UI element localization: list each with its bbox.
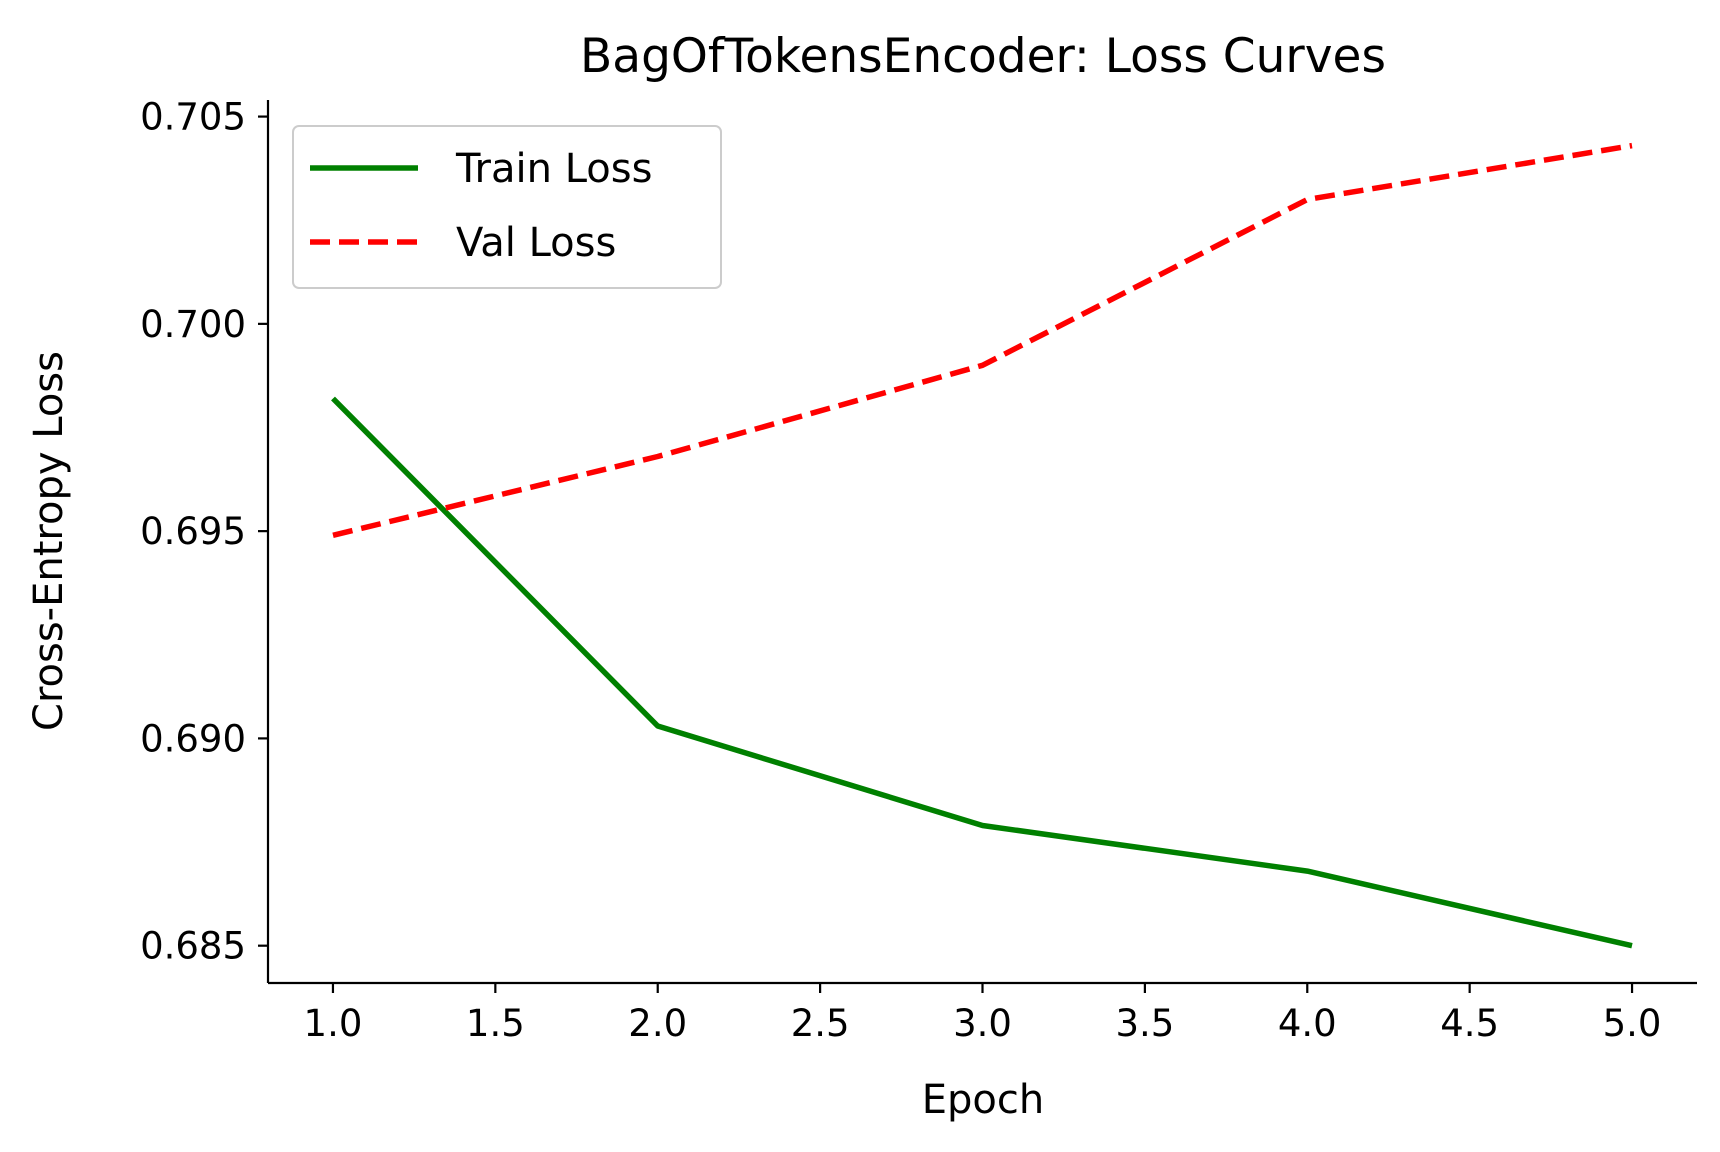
x-axis-label: Epoch	[922, 1077, 1044, 1123]
x-axis: 1.0 1.5 2.0 2.5 3.0 3.5 4.0 4.5 5.0	[304, 983, 1662, 1045]
series-line-train-loss	[331, 396, 1633, 949]
x-tick-label: 1.5	[466, 1002, 525, 1045]
x-tick-label: 2.0	[628, 1002, 687, 1045]
y-tick-label: 0.700	[140, 303, 246, 346]
y-tick-label: 0.705	[140, 96, 246, 139]
x-tick-label: 4.0	[1278, 1002, 1337, 1045]
legend-label-train-loss: Train Loss	[455, 146, 652, 192]
legend: Train Loss Val Loss	[292, 125, 722, 289]
legend-label-val-loss: Val Loss	[456, 220, 616, 266]
x-tick-label: 1.0	[304, 1002, 363, 1045]
x-tick-label: 5.0	[1603, 1002, 1662, 1045]
x-tick-label: 3.5	[1115, 1002, 1174, 1045]
x-tick-label: 2.5	[791, 1002, 850, 1045]
y-tick-label: 0.685	[140, 925, 246, 968]
y-axis: 0.685 0.690 0.695 0.700 0.705	[140, 96, 268, 968]
x-tick-label: 3.0	[953, 1002, 1012, 1045]
series-line-val-loss	[332, 142, 1633, 538]
y-tick-label: 0.695	[140, 510, 246, 553]
y-axis-label: Cross-Entropy Loss	[26, 351, 72, 731]
series-layer	[331, 142, 1633, 949]
y-tick-label: 0.690	[140, 717, 246, 760]
chart-title: BagOfTokensEncoder: Loss Curves	[580, 29, 1386, 84]
x-tick-label: 4.5	[1440, 1002, 1499, 1045]
